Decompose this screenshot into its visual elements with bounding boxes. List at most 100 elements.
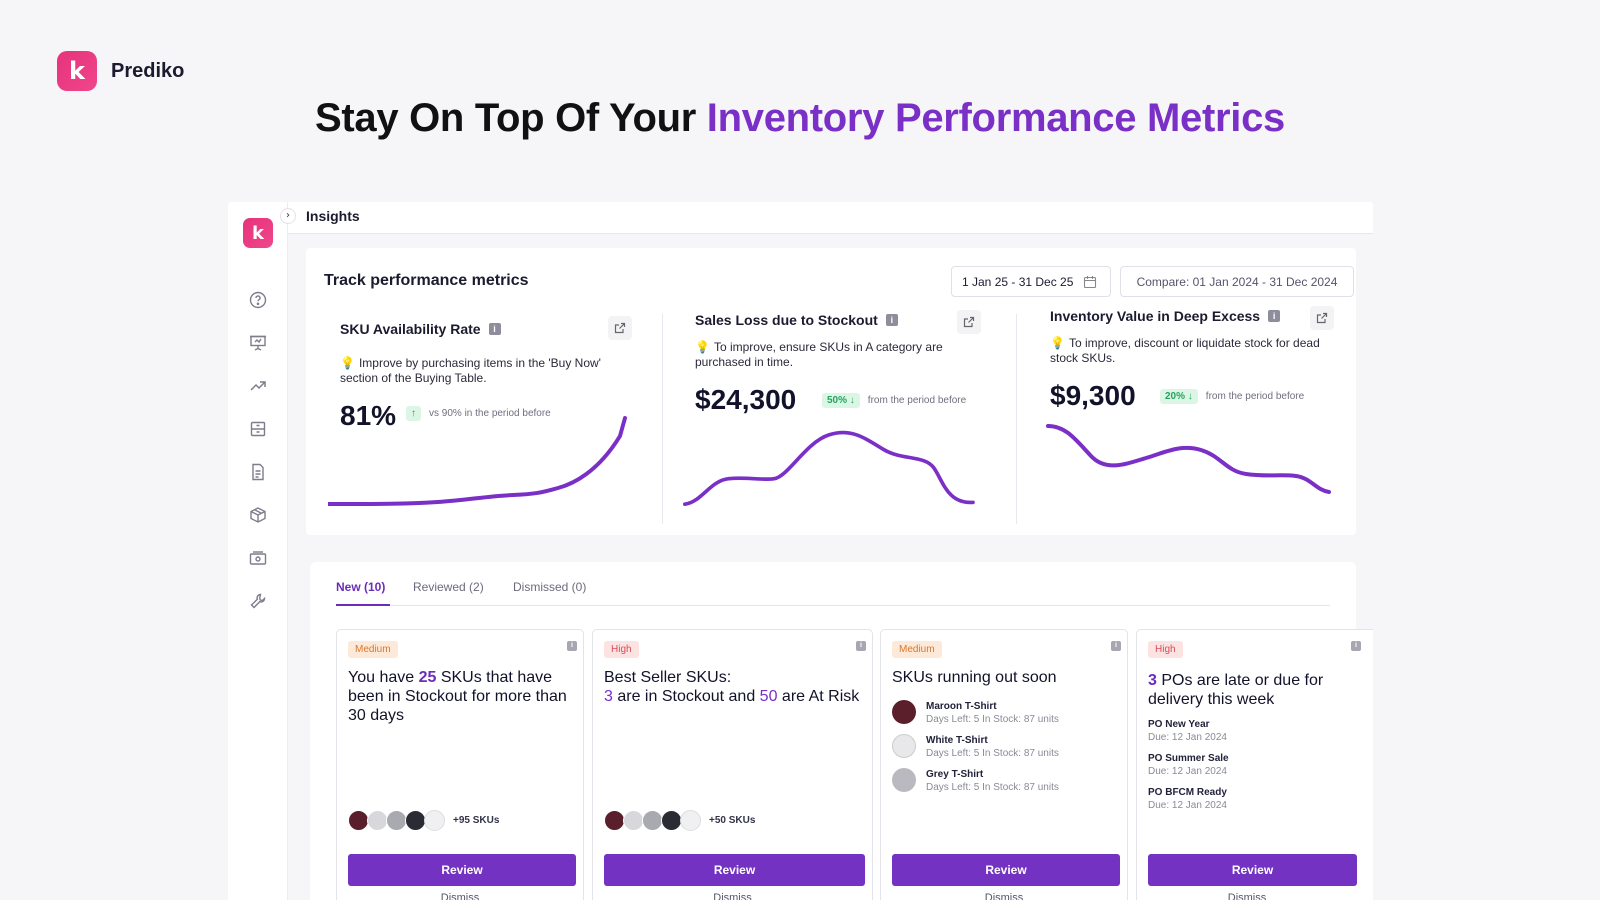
trend-up-icon[interactable] — [248, 376, 268, 396]
sku-avatars: +95 SKUs — [348, 810, 499, 831]
more-skus-count: +50 SKUs — [709, 815, 756, 826]
external-link-icon[interactable] — [608, 316, 632, 340]
sparkline-sales-loss — [683, 430, 975, 507]
info-icon[interactable]: i — [567, 641, 577, 651]
calendar-icon — [1083, 275, 1097, 289]
sidebar-collapse-button[interactable]: › — [280, 208, 296, 224]
priority-badge: High — [604, 641, 639, 658]
metric-sku-availability: SKU Availability Rate i 💡 Improve by purch… — [328, 314, 680, 529]
metric-value: 81% — [340, 400, 397, 431]
po-name: PO BFCM Ready — [1148, 787, 1227, 798]
page-title: Insights — [306, 208, 360, 224]
sku-thumbnail — [892, 700, 916, 724]
document-icon[interactable] — [248, 462, 268, 482]
po-row: PO BFCM Ready Due: 12 Jan 2024 — [1148, 786, 1227, 813]
brand-name: Prediko — [111, 59, 185, 82]
presentation-icon[interactable] — [248, 333, 268, 353]
metric-sales-loss: Sales Loss due to Stockout i 💡 To improve,… — [683, 310, 1035, 525]
review-button[interactable]: Review — [1148, 854, 1357, 886]
po-row: PO Summer Sale Due: 12 Jan 2024 — [1148, 752, 1229, 779]
sku-thumbnail — [892, 734, 916, 758]
date-range-label: 1 Jan 25 - 31 Dec 25 — [962, 274, 1074, 289]
dismiss-link[interactable]: Dismiss — [1227, 892, 1267, 900]
info-icon[interactable]: i — [488, 323, 501, 335]
insight-card-best-sellers: High i Best Seller SKUs: 3 are in Stockou… — [592, 629, 873, 900]
external-link-icon[interactable] — [1310, 306, 1334, 330]
avatar — [424, 810, 445, 831]
info-icon[interactable]: i — [1351, 641, 1361, 651]
metric-title: SKU Availability Rate i — [340, 321, 501, 337]
avatar — [348, 810, 369, 831]
info-icon[interactable]: i — [885, 314, 898, 326]
info-icon[interactable]: i — [1268, 310, 1281, 322]
app-window: k › Insights Track perform — [228, 202, 1373, 900]
metric-value: $9,300 — [1050, 380, 1136, 411]
headline-accent: Inventory Performance Metrics — [706, 96, 1285, 140]
sku-name: White T-Shirt — [926, 735, 988, 746]
metric-delta: 20% ↓ from the period before — [1160, 389, 1304, 404]
help-icon[interactable] — [248, 290, 268, 310]
headline: Stay On Top Of Your Inventory Performanc… — [0, 96, 1600, 141]
box-icon[interactable] — [248, 505, 268, 525]
info-icon[interactable]: i — [856, 641, 866, 651]
sku-name: Grey T-Shirt — [926, 769, 984, 780]
avatar — [661, 810, 682, 831]
sku-meta: Days Left: 5 In Stock: 87 units — [926, 714, 1059, 725]
metric-title: Inventory Value in Deep Excess i — [1050, 308, 1281, 324]
date-range-picker[interactable]: 1 Jan 25 - 31 Dec 25 — [951, 266, 1111, 297]
avatar — [405, 810, 426, 831]
review-button[interactable]: Review — [604, 854, 865, 886]
drawer-icon[interactable] — [248, 419, 268, 439]
sku-row: White T-Shirt Days Left: 5 In Stock: 87 u… — [892, 734, 1059, 761]
metric-value: $24,300 — [695, 384, 797, 415]
metric-divider — [662, 314, 663, 524]
insight-card-late-pos: High i 3 POs are late or due for deliver… — [1136, 629, 1373, 900]
sku-row: Maroon T-Shirt Days Left: 5 In Stock: 87 … — [892, 700, 1059, 727]
avatar — [604, 810, 625, 831]
priority-badge: Medium — [892, 641, 942, 658]
dismiss-link[interactable]: Dismiss — [713, 892, 752, 900]
delta-pill: 20% ↓ — [1160, 389, 1198, 404]
compare-range-picker[interactable]: Compare: 01 Jan 2024 - 31 Dec 2024 — [1120, 266, 1354, 297]
card-heading: SKUs running out soon — [892, 669, 1057, 686]
sku-meta: Days Left: 5 In Stock: 87 units — [926, 748, 1059, 759]
priority-badge: High — [1148, 641, 1183, 658]
avatar — [680, 810, 701, 831]
avatar — [642, 810, 663, 831]
review-button[interactable]: Review — [348, 854, 576, 886]
sku-avatars: +50 SKUs — [604, 810, 755, 831]
tab-reviewed[interactable]: Reviewed (2) — [413, 580, 484, 594]
dismiss-link[interactable]: Dismiss — [440, 892, 480, 900]
metric-tip: 💡 To improve, discount or liquidate stock… — [1050, 336, 1320, 365]
insight-card-running-out: Medium i SKUs running out soon Maroon T-… — [880, 629, 1128, 900]
tab-new[interactable]: New (10) — [336, 580, 390, 606]
tab-dismissed[interactable]: Dismissed (0) — [513, 580, 587, 594]
sparkline-sku-availability — [328, 416, 627, 506]
lightbulb-icon: 💡 — [340, 356, 355, 370]
priority-badge: Medium — [348, 641, 398, 658]
po-due: Due: 12 Jan 2024 — [1148, 732, 1227, 743]
po-name: PO New Year — [1148, 719, 1210, 730]
insight-card-stockout: Medium i You have 25 SKUs that have been… — [336, 629, 584, 900]
cash-icon[interactable] — [248, 548, 268, 568]
metrics-title: Track performance metrics — [324, 272, 529, 289]
metric-deep-excess: Inventory Value in Deep Excess i 💡 To impr… — [1046, 306, 1373, 521]
metric-tip: 💡 Improve by purchasing items in the 'Buy… — [340, 356, 601, 385]
sidebar: k — [228, 202, 288, 900]
metric-delta: ↑ vs 90% in the period before — [406, 406, 551, 421]
tools-icon[interactable] — [248, 591, 268, 611]
dismiss-link[interactable]: Dismiss — [984, 892, 1024, 900]
info-icon[interactable]: i — [1111, 641, 1121, 651]
external-link-icon[interactable] — [957, 310, 981, 334]
review-button[interactable]: Review — [892, 854, 1120, 886]
po-due: Due: 12 Jan 2024 — [1148, 800, 1227, 811]
headline-lead: Stay On Top Of Your — [315, 96, 707, 140]
avatar — [623, 810, 644, 831]
metric-divider — [1016, 314, 1017, 524]
insight-tabs: New (10) Reviewed (2) Dismissed (0) — [336, 580, 1330, 606]
insights-panel: New (10) Reviewed (2) Dismissed (0) Medi… — [310, 562, 1373, 900]
sidebar-logo[interactable]: k — [243, 218, 273, 248]
more-skus-count: +95 SKUs — [453, 815, 500, 826]
card-heading: You have 25 SKUs that have been in Stock… — [348, 669, 567, 724]
delta-pill: 50% ↓ — [822, 393, 860, 408]
